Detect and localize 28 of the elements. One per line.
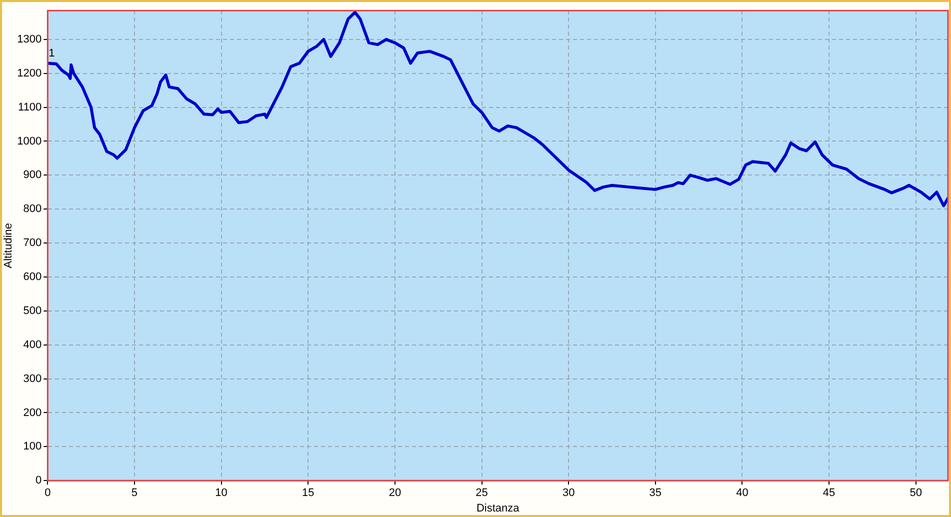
- x-tick-label: 10: [215, 487, 228, 500]
- x-tick-label: 30: [562, 487, 575, 500]
- y-tick-label: 1200: [17, 67, 42, 80]
- y-tick-label: 400: [23, 338, 42, 351]
- x-tick-label: 50: [910, 487, 922, 500]
- y-axis-title: Altitudine: [2, 222, 15, 268]
- x-tick-label: 5: [131, 487, 138, 500]
- y-tick-label: 300: [23, 372, 42, 385]
- x-axis-title: Distanza: [476, 502, 520, 514]
- y-tick-label: 500: [23, 304, 42, 317]
- y-tick-label: 1100: [18, 101, 42, 114]
- y-tick-label: 1300: [17, 33, 42, 46]
- y-tick-label: 200: [23, 406, 42, 419]
- x-tick-label: 20: [388, 487, 402, 500]
- y-tick-label: 1000: [17, 135, 42, 148]
- x-tick-label: 15: [302, 487, 314, 500]
- x-tick-label: 25: [476, 487, 488, 500]
- y-tick-label: 0: [36, 474, 42, 487]
- x-tick-label: 0: [44, 487, 51, 500]
- x-tick-label: 35: [649, 487, 662, 500]
- y-tick-label: 100: [23, 440, 42, 453]
- y-tick-label: 700: [23, 237, 42, 250]
- y-tick-label: 600: [23, 271, 42, 284]
- x-tick-label: 40: [736, 487, 748, 500]
- y-tick-label: 800: [23, 203, 42, 216]
- annotation: 1: [48, 48, 55, 60]
- x-tick-label: 45: [822, 487, 836, 500]
- y-tick-label: 900: [23, 169, 42, 182]
